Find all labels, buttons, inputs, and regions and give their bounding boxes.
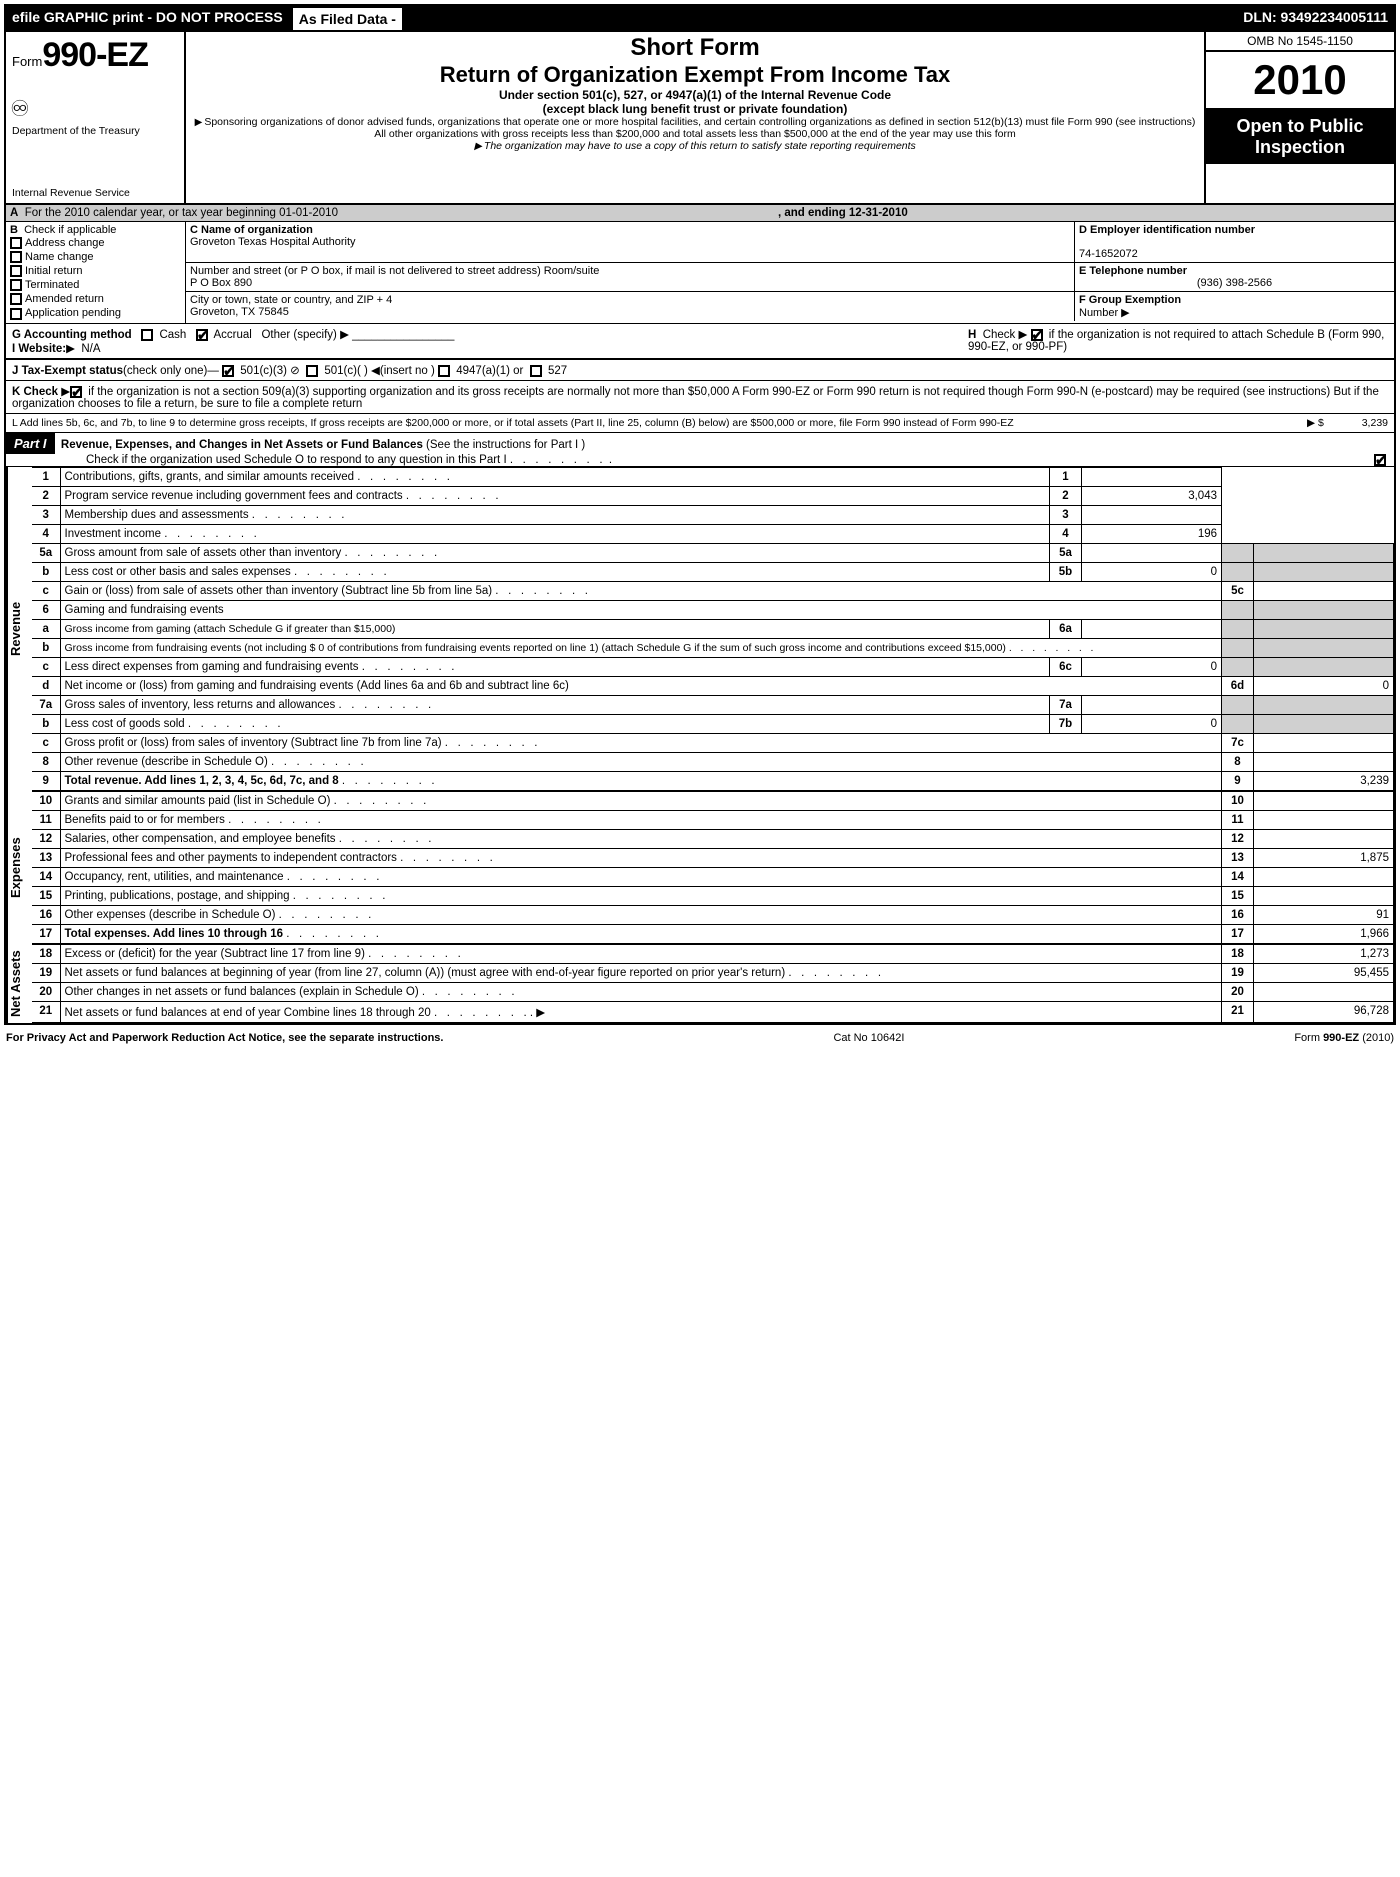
note-2: All other organizations with gross recei… xyxy=(194,128,1196,140)
box-c-city: City or town, state or country, and ZIP … xyxy=(186,292,1074,321)
line-4: 4Investment income4196 xyxy=(32,524,1394,543)
sidebar-net-assets: Net Assets xyxy=(6,944,32,1023)
net-assets-table: 18Excess or (deficit) for the year (Subt… xyxy=(32,944,1394,1023)
col-cd: C Name of organization Groveton Texas Ho… xyxy=(186,222,1394,323)
line-7c: cGross profit or (loss) from sales of in… xyxy=(32,733,1394,752)
form-number: 990-EZ xyxy=(42,36,148,74)
line-k: K Check ▶ if the organization is not a s… xyxy=(6,381,1394,414)
chk-k[interactable] xyxy=(70,386,82,398)
line-g-i-h: G Accounting method Cash Accrual Other (… xyxy=(6,324,1394,359)
box-c-addr: Number and street (or P O box, if mail i… xyxy=(186,263,1074,291)
short-form-title: Short Form xyxy=(194,34,1196,62)
line-16: 16Other expenses (describe in Schedule O… xyxy=(32,905,1394,924)
chk-initial-return[interactable]: Initial return xyxy=(10,264,181,278)
line-13: 13Professional fees and other payments t… xyxy=(32,848,1394,867)
form-header: Form990-EZ ♾ Department of the Treasury … xyxy=(6,32,1394,205)
note-3: The organization may have to use a copy … xyxy=(194,140,1196,152)
chk-501c[interactable] xyxy=(306,365,318,377)
line-a: A For the 2010 calendar year, or tax yea… xyxy=(6,205,1394,222)
line-17: 17Total expenses. Add lines 10 through 1… xyxy=(32,924,1394,943)
line-15: 15Printing, publications, postage, and s… xyxy=(32,886,1394,905)
expenses-table: 10Grants and similar amounts paid (list … xyxy=(32,791,1394,944)
line-6c: cLess direct expenses from gaming and fu… xyxy=(32,657,1394,676)
net-assets-section: Net Assets 18Excess or (deficit) for the… xyxy=(6,944,1394,1023)
chk-app-pending[interactable]: Application pending xyxy=(10,306,181,320)
line-7b: bLess cost of goods sold7b0 xyxy=(32,714,1394,733)
line-6b: bGross income from fundraising events (n… xyxy=(32,638,1394,657)
line-a-ending: , and ending 12-31-2010 xyxy=(774,205,1074,221)
chk-527[interactable] xyxy=(530,365,542,377)
open-to-public: Open to Public Inspection xyxy=(1206,110,1394,164)
line-10: 10Grants and similar amounts paid (list … xyxy=(32,791,1394,810)
box-d-ein: D Employer identification number 74-1652… xyxy=(1074,222,1394,262)
box-e-phone: E Telephone number (936) 398-2566 xyxy=(1074,263,1394,291)
note-1: Sponsoring organizations of donor advise… xyxy=(194,116,1196,128)
subtitle-1: Under section 501(c), 527, or 4947(a)(1)… xyxy=(194,88,1196,102)
chk-accrual[interactable] xyxy=(196,329,208,341)
line-6: 6Gaming and fundraising events xyxy=(32,600,1394,619)
footer-formno: Form 990-EZ (2010) xyxy=(1294,1032,1394,1044)
dln-label: DLN: 93492234005111 xyxy=(1237,6,1394,32)
part1-header: Part I Revenue, Expenses, and Changes in… xyxy=(6,433,1394,467)
line-l: L Add lines 5b, 6c, and 7b, to line 9 to… xyxy=(6,414,1394,433)
line-5c: cGain or (loss) from sale of assets othe… xyxy=(32,581,1394,600)
dept-irs: Internal Revenue Service xyxy=(12,187,178,199)
revenue-table: 1Contributions, gifts, grants, and simil… xyxy=(32,467,1394,791)
footer-catno: Cat No 10642I xyxy=(833,1032,904,1044)
line-6d: dNet income or (loss) from gaming and fu… xyxy=(32,676,1394,695)
omb-number: OMB No 1545-1150 xyxy=(1206,32,1394,52)
sidebar-expenses: Expenses xyxy=(6,791,32,944)
top-bar: efile GRAPHIC print - DO NOT PROCESS As … xyxy=(6,6,1394,32)
line-1: 1Contributions, gifts, grants, and simil… xyxy=(32,467,1394,486)
box-f-group: F Group Exemption Number ▶ xyxy=(1074,292,1394,321)
subtitle-2: (except black lung benefit trust or priv… xyxy=(194,102,1196,116)
line-19: 19Net assets or fund balances at beginni… xyxy=(32,963,1394,982)
line-2: 2Program service revenue including gover… xyxy=(32,486,1394,505)
section-b-to-f: B Check if applicable Address change Nam… xyxy=(6,222,1394,324)
chk-address-change[interactable]: Address change xyxy=(10,236,181,250)
line-j: J Tax-Exempt status(check only one)— 501… xyxy=(6,359,1394,381)
line-11: 11Benefits paid to or for members11 xyxy=(32,810,1394,829)
chk-h[interactable] xyxy=(1031,329,1043,341)
chk-amended[interactable]: Amended return xyxy=(10,292,181,306)
box-c-name: C Name of organization Groveton Texas Ho… xyxy=(186,222,1074,262)
expenses-section: Expenses 10Grants and similar amounts pa… xyxy=(6,791,1394,944)
line-20: 20Other changes in net assets or fund ba… xyxy=(32,982,1394,1001)
col-b: B Check if applicable Address change Nam… xyxy=(6,222,186,323)
return-title: Return of Organization Exempt From Incom… xyxy=(194,62,1196,88)
line-7a: 7aGross sales of inventory, less returns… xyxy=(32,695,1394,714)
line-5a: 5aGross amount from sale of assets other… xyxy=(32,543,1394,562)
chk-4947[interactable] xyxy=(438,365,450,377)
box-h: H Check ▶ if the organization is not req… xyxy=(968,327,1388,355)
chk-cash[interactable] xyxy=(141,329,153,341)
line-18: 18Excess or (deficit) for the year (Subt… xyxy=(32,944,1394,963)
revenue-section: Revenue 1Contributions, gifts, grants, a… xyxy=(6,467,1394,791)
form-990ez-page: efile GRAPHIC print - DO NOT PROCESS As … xyxy=(4,4,1396,1025)
dept-treasury: Department of the Treasury xyxy=(12,125,178,137)
line-14: 14Occupancy, rent, utilities, and mainte… xyxy=(32,867,1394,886)
sidebar-revenue: Revenue xyxy=(6,467,32,791)
footer-privacy: For Privacy Act and Paperwork Reduction … xyxy=(6,1032,443,1044)
line-8: 8Other revenue (describe in Schedule O)8 xyxy=(32,752,1394,771)
recycle-icon: ♾ xyxy=(10,96,30,122)
page-footer: For Privacy Act and Paperwork Reduction … xyxy=(0,1029,1400,1047)
line-5b: bLess cost or other basis and sales expe… xyxy=(32,562,1394,581)
tax-year: 2010 xyxy=(1206,52,1394,110)
header-right: OMB No 1545-1150 2010 Open to Public Ins… xyxy=(1204,32,1394,203)
chk-name-change[interactable]: Name change xyxy=(10,250,181,264)
as-filed-label: As Filed Data - xyxy=(291,6,404,32)
line-6a: aGross income from gaming (attach Schedu… xyxy=(32,619,1394,638)
header-mid: Short Form Return of Organization Exempt… xyxy=(186,32,1204,203)
line-12: 12Salaries, other compensation, and empl… xyxy=(32,829,1394,848)
chk-501c3[interactable] xyxy=(222,365,234,377)
chk-part1-sched-o[interactable] xyxy=(1374,454,1386,466)
form-prefix: Form xyxy=(12,54,42,69)
header-left: Form990-EZ ♾ Department of the Treasury … xyxy=(6,32,186,203)
line-21: 21Net assets or fund balances at end of … xyxy=(32,1001,1394,1022)
line-9: 9Total revenue. Add lines 1, 2, 3, 4, 5c… xyxy=(32,771,1394,790)
line-3: 3Membership dues and assessments3 xyxy=(32,505,1394,524)
chk-terminated[interactable]: Terminated xyxy=(10,278,181,292)
efile-label: efile GRAPHIC print - DO NOT PROCESS xyxy=(6,6,289,32)
line-a-text: For the 2010 calendar year, or tax year … xyxy=(25,207,338,219)
